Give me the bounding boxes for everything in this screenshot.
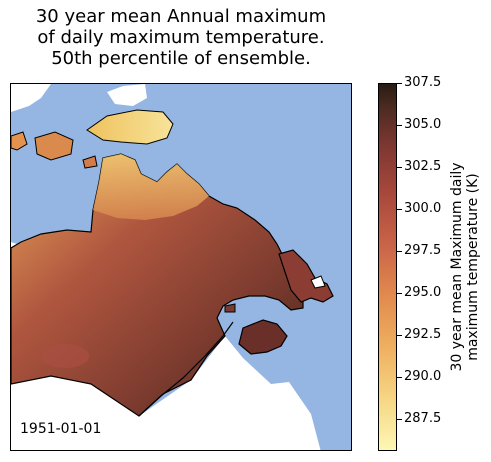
masked-land-north xyxy=(107,84,147,106)
colorbar-tick-label: 290.0 xyxy=(404,369,442,384)
colorbar-tick xyxy=(397,419,402,420)
map-title: 30 year mean Annual maximum of daily max… xyxy=(0,6,362,69)
colorbar-tick-label: 287.5 xyxy=(404,411,442,426)
colorbar-tick-label: 307.5 xyxy=(404,75,442,90)
colorbar-label-line-1: 30 year mean Maximum daily xyxy=(449,162,465,372)
masked-land-northwest xyxy=(11,84,51,112)
colorbar-tick-label: 302.5 xyxy=(404,159,442,174)
colorbar-tick xyxy=(397,83,402,84)
date-label: 1951-01-01 xyxy=(20,421,102,437)
title-line-2: of daily maximum temperature. xyxy=(37,27,325,48)
colorbar-tick xyxy=(397,167,402,168)
masked-land-south xyxy=(11,336,321,450)
island-east-2 xyxy=(224,303,236,313)
ungava-peninsula xyxy=(93,154,209,220)
colorbar-tick xyxy=(397,251,402,252)
title-line-3: 50th percentile of ensemble. xyxy=(51,48,311,69)
colorbar-tick xyxy=(397,377,402,378)
colorbar xyxy=(378,83,397,451)
colorbar-tick-label: 295.0 xyxy=(404,285,442,300)
colorbar-label-line-2: maximum temperature (K) xyxy=(465,173,481,361)
title-line-1: 30 year mean Annual maximum xyxy=(35,6,327,27)
newfoundland xyxy=(278,249,334,303)
colorbar-tick xyxy=(397,209,402,210)
island-west-1 xyxy=(11,131,28,151)
colorbar-tick-label: 305.0 xyxy=(404,117,442,132)
colorbar-label: 30 year mean Maximum daily maximum tempe… xyxy=(449,147,481,387)
colorbar-tick xyxy=(397,335,402,336)
colorbar-tick xyxy=(397,293,402,294)
colorbar-tick-label: 292.5 xyxy=(404,327,442,342)
island-north xyxy=(86,109,174,145)
st-lawrence-river xyxy=(138,321,234,417)
island-west-2 xyxy=(34,131,74,161)
island-east-1 xyxy=(310,275,326,289)
colorbar-tick-label: 297.5 xyxy=(404,243,442,258)
map-panel xyxy=(10,83,352,451)
nova-scotia xyxy=(238,319,288,355)
colorbar-tick-label: 300.0 xyxy=(404,201,442,216)
island-small xyxy=(82,155,98,169)
colorbar-tick xyxy=(397,125,402,126)
temperature-map xyxy=(11,84,351,450)
warm-area xyxy=(41,344,89,368)
